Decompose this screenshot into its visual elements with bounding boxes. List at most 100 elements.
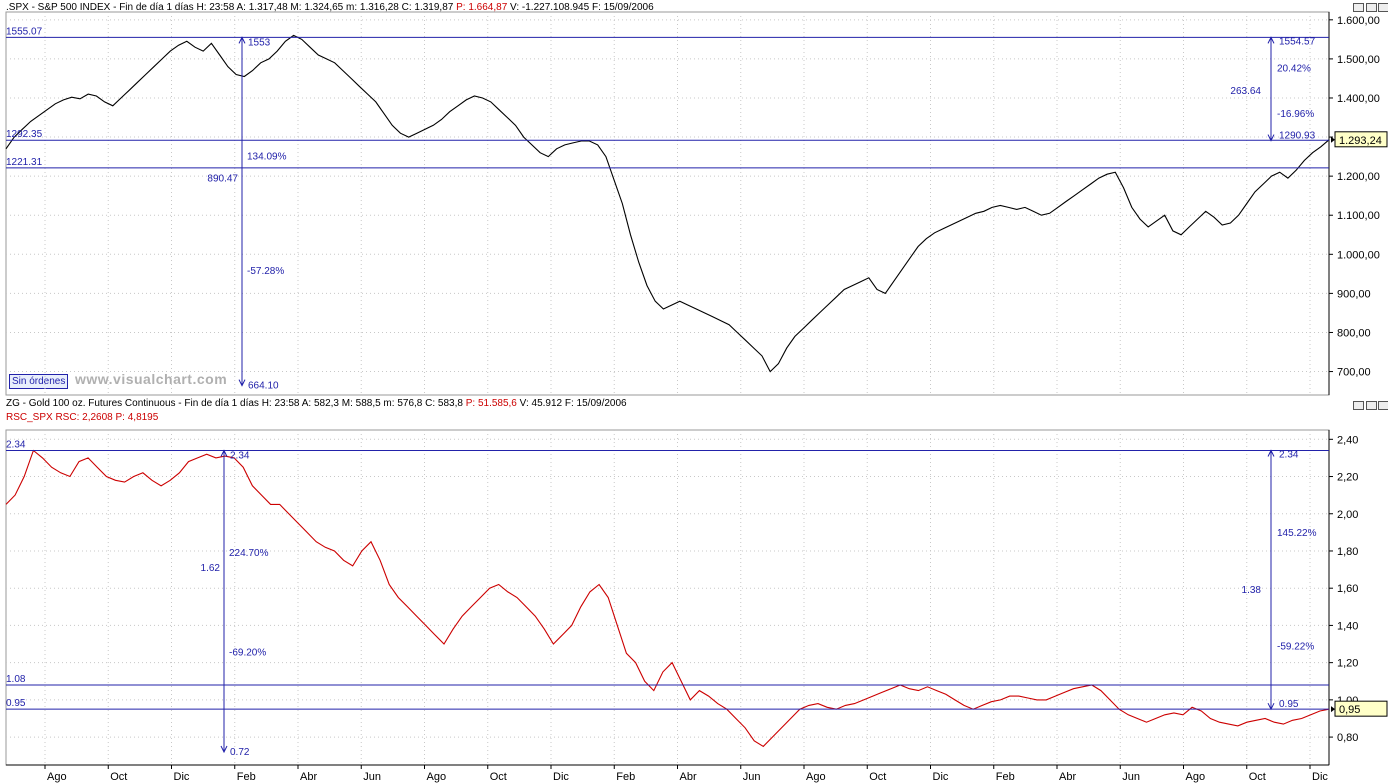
y-tick-label: 1,20 [1337,658,1358,670]
x-tick-label: Oct [490,771,507,783]
x-tick-label: Dic [553,771,569,783]
arrow-head-icon [238,36,246,44]
x-tick-label: Jun [1122,771,1140,783]
x-tick-label: Jun [363,771,381,783]
measure-left-bottom: 664.10 [248,381,279,392]
maximize-icon[interactable] [1366,3,1377,12]
level-label: 1555.07 [6,26,43,37]
measure-left-range: 890.47 [207,174,238,185]
x-tick-label: Feb [237,771,256,783]
arrow-head-icon [238,379,246,387]
measure-right-range: 1.38 [1242,585,1262,596]
close-icon[interactable] [1378,3,1388,12]
measure-left-bottom: 0.72 [230,747,250,758]
orders-badge[interactable]: Sin órdenes [9,374,69,389]
arrow-head-icon [1267,134,1275,142]
measure-left-top: 2.34 [230,450,250,461]
x-tick-label: Ago [427,771,447,783]
y-tick-label: 1,40 [1337,620,1358,632]
y-tick-label: 1,60 [1337,583,1358,595]
level-label: 0.95 [6,698,26,709]
gold-stats: H: 23:58 A: 582,3 M: 588,5 m: 576,8 C: 5… [261,398,463,409]
measure-right-range: 263.64 [1230,86,1261,97]
y-tick-label: 1,80 [1337,546,1358,558]
indicator-label: RSC_SPX RSC: 2,2608 P: 4,8195 [6,412,159,423]
measure-right-pct-up: 20.42% [1277,63,1311,74]
y-tick-label: 0,80 [1337,732,1358,744]
arrow-head-icon [1267,36,1275,44]
level-label: 1292.35 [6,129,43,140]
y-tick-label: 700,00 [1337,367,1371,379]
spx-symbol: .SPX - S&P 500 INDEX - Fin de día 1 días [6,2,194,13]
measure-left-pct-down: -69.20% [229,647,266,658]
y-tick-label: 2,00 [1337,509,1358,521]
last-value-box [1334,700,1388,717]
measure-left-pct-up: 134.09% [247,151,287,162]
last-value-pointer-icon [1331,136,1335,143]
measure-left-range: 1.62 [201,563,221,574]
last-value-label: 0,95 [1339,704,1360,716]
y-tick-label: 1.100,00 [1337,210,1380,222]
measure-right-bottom: 0.95 [1279,699,1299,710]
x-tick-label: Abr [300,771,317,783]
arrow-head-icon [1267,449,1275,457]
spx-stats: H: 23:58 A: 1.317,48 M: 1.324,65 m: 1.31… [196,2,454,13]
y-tick-label: 1.200,00 [1337,171,1380,183]
measure-left-pct-up: 224.70% [229,548,269,559]
watermark-logo: www.visualchart.com [75,371,228,387]
spx-price-line [5,34,1330,373]
y-tick-label: 1.400,00 [1337,93,1380,105]
measure-right-pct-down: -16.96% [1277,109,1314,120]
last-value-box [1334,131,1388,148]
y-tick-label: 2,40 [1337,434,1358,446]
x-tick-label: Jun [743,771,761,783]
gold-symbol: ZG - Gold 100 oz. Futures Continuous - F… [6,398,259,409]
gold-p-value: P: 51.585,6 [465,398,517,409]
x-tick-label: Oct [1249,771,1266,783]
x-tick-label: Abr [680,771,697,783]
minimize-icon[interactable] [1353,401,1364,410]
last-value-pointer-icon [1331,706,1335,713]
arrow-head-icon [220,449,228,457]
x-tick-label: Dic [1312,771,1328,783]
y-tick-label: 1.600,00 [1337,15,1380,27]
gold-tail: V: 45.912 F: 15/09/2006 [519,398,627,409]
measure-right-pct-down: -59.22% [1277,642,1314,653]
close-icon[interactable] [1378,401,1388,410]
x-tick-label: Ago [1186,771,1206,783]
spx-header: .SPX - S&P 500 INDEX - Fin de día 1 días… [6,2,654,13]
y-tick-label: 900,00 [1337,288,1371,300]
x-tick-label: Dic [933,771,949,783]
arrow-head-icon [1267,702,1275,711]
x-tick-label: Feb [996,771,1015,783]
x-tick-label: Dic [174,771,190,783]
measure-right-bottom: 1290.93 [1279,131,1316,142]
plot-frame [5,429,1330,766]
level-label: 1221.31 [6,157,43,168]
spx-tail: V: -1.227.108.945 F: 15/09/2006 [510,2,654,13]
rsc-line [5,449,1330,748]
spx-p-value: P: 1.664,87 [456,2,508,13]
y-tick-label: 2,20 [1337,472,1358,484]
measure-right-pct-up: 145.22% [1277,528,1317,539]
last-value-label: 1.293,24 [1339,135,1382,147]
minimize-icon[interactable] [1353,3,1364,12]
x-tick-label: Ago [806,771,826,783]
gold-header: ZG - Gold 100 oz. Futures Continuous - F… [6,398,627,409]
spx-pane[interactable]: .SPX - S&P 500 INDEX - Fin de día 1 días… [0,0,1388,396]
maximize-icon[interactable] [1366,401,1377,410]
arrow-head-icon [220,745,228,754]
level-label: 2.34 [6,439,26,450]
measure-left-top: 1553 [248,37,271,48]
x-tick-label: Ago [47,771,67,783]
x-tick-label: Feb [616,771,635,783]
level-label: 1.08 [6,674,26,685]
y-tick-label: 1.500,00 [1337,54,1380,66]
measure-right-top: 1554.57 [1279,36,1316,47]
x-tick-label: Oct [869,771,886,783]
measure-left-pct-down: -57.28% [247,266,284,277]
x-tick-label: Abr [1059,771,1076,783]
measure-right-top: 2.34 [1279,449,1299,460]
x-tick-label: Oct [110,771,127,783]
